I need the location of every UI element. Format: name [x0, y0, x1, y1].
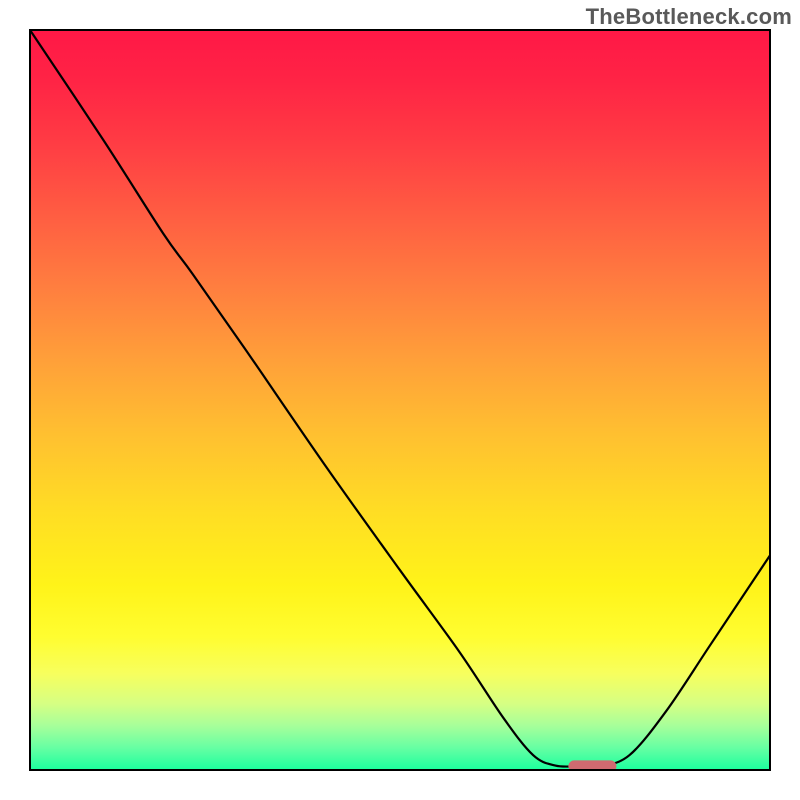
- bottleneck-chart: [0, 0, 800, 800]
- watermark-text: TheBottleneck.com: [586, 4, 792, 30]
- gradient-background: [30, 30, 770, 770]
- chart-container: TheBottleneck.com: [0, 0, 800, 800]
